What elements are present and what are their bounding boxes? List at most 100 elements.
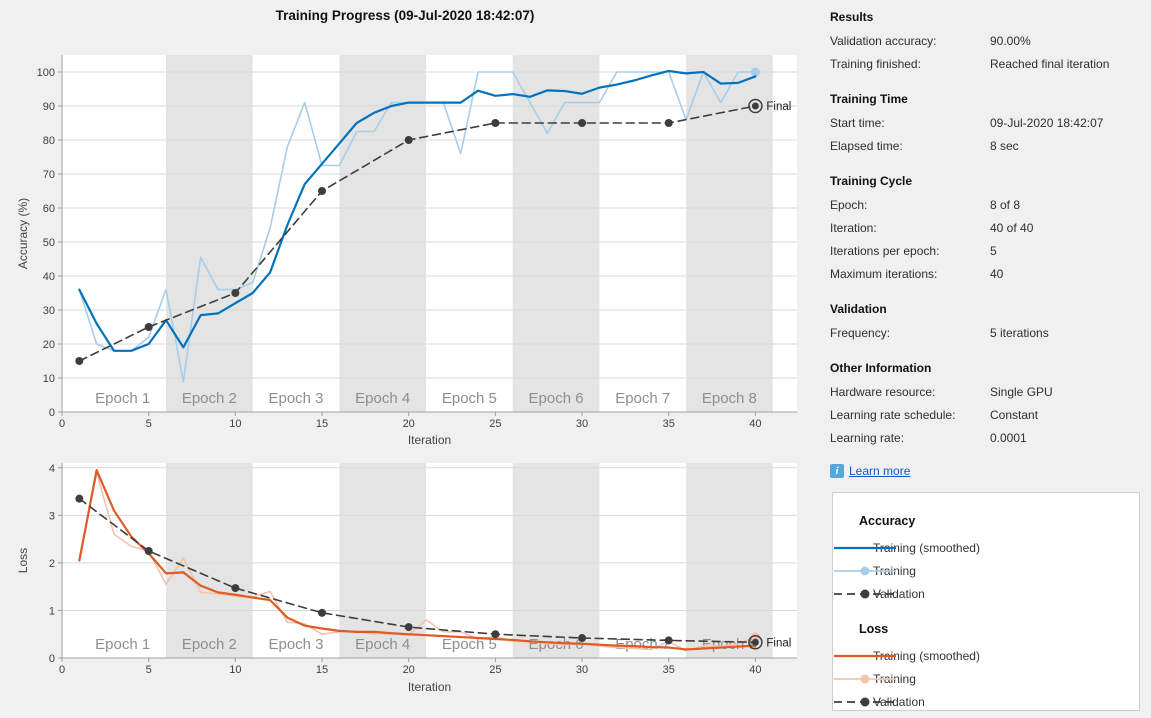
row-label: Validation accuracy: (830, 34, 937, 48)
validation-marker (144, 323, 153, 331)
dashed-line-swatch-icon (834, 697, 896, 706)
x-tick-label: 10 (229, 418, 241, 430)
dashed-line-swatch-icon (834, 589, 896, 598)
section-title-training-time: Training Time (830, 92, 908, 106)
y-tick-label: 2 (49, 558, 55, 570)
row-training-finished: Training finished: Reached final iterati… (830, 53, 1145, 76)
section-title-training-cycle: Training Cycle (830, 174, 913, 188)
legend-panel: Accuracy Training (smoothed) Training Va… (832, 492, 1140, 711)
training-end-marker (750, 632, 760, 642)
legend-group-loss: Loss Training (smoothed) Training Valida… (834, 619, 1139, 713)
validation-marker (404, 136, 413, 144)
validation-marker (664, 119, 673, 127)
row-value: 5 iterations (990, 326, 1049, 340)
final-marker (751, 102, 759, 110)
learn-more-row: i Learn more (830, 462, 1145, 480)
row-frequency: Frequency: 5 iterations (830, 322, 1145, 345)
legend-group-accuracy: Accuracy Training (smoothed) Training Va… (834, 511, 1139, 605)
validation-marker (144, 546, 153, 555)
gridlines (62, 467, 797, 611)
x-tick-label: 20 (403, 664, 415, 676)
row-value: 8 sec (990, 139, 1019, 153)
row-label: Maximum iterations: (830, 267, 938, 281)
row-label: Iteration: (830, 221, 877, 235)
legend-item-accuracy-training-smoothed: Training (smoothed) (834, 536, 1139, 559)
x-tick-label: 30 (576, 664, 588, 676)
epoch-labels: Epoch 1 Epoch 2 Epoch 3 Epoch 4 Epoch 5 Epoch… (95, 390, 757, 407)
row-value: 09-Jul-2020 18:42:07 (990, 116, 1104, 130)
page-title: Training Progress (09-Jul-2020 18:42:07) (275, 8, 535, 23)
validation-marker (491, 119, 500, 127)
solid-line-swatch-icon (834, 654, 896, 657)
epoch-label: Epoch 1 (95, 390, 150, 407)
validation-marker (578, 119, 587, 127)
validation-marker (318, 608, 327, 617)
gridlines (62, 71, 797, 379)
legend-title-accuracy: Accuracy (859, 514, 916, 528)
x-tick-label: 15 (316, 664, 328, 676)
validation-marker (75, 357, 84, 365)
epoch-band (686, 463, 773, 658)
y-tick-label: 80 (43, 135, 55, 147)
y-tick-label: 1 (49, 605, 55, 617)
loss-chart: Epoch 1 Epoch 2 Epoch 3 Epoch 4 Epoch 5 Epoch… (16, 463, 797, 694)
row-iteration: Iteration: 40 of 40 (830, 217, 1145, 240)
epoch-band (686, 55, 773, 412)
row-label: Iterations per epoch: (830, 244, 940, 258)
x-tick-label: 40 (749, 418, 761, 430)
y-axis-label: Loss (16, 548, 30, 573)
x-axis-label: Iteration (408, 680, 451, 694)
y-tick-label: 100 (37, 67, 55, 79)
row-label: Epoch: (830, 198, 868, 212)
info-icon: i (830, 464, 844, 478)
epoch-label: Epoch 5 (442, 636, 497, 653)
epoch-band (166, 55, 253, 412)
learn-more-link[interactable]: Learn more (849, 464, 911, 478)
row-label: Start time: (830, 116, 885, 130)
epoch-label: Epoch 5 (442, 390, 497, 407)
row-elapsed-time: Elapsed time: 8 sec (830, 135, 1145, 158)
final-ring-marker (748, 98, 763, 114)
y-tick-label: 4 (49, 463, 55, 475)
x-tick-label: 5 (146, 664, 152, 676)
epoch-band (339, 463, 427, 658)
row-validation-accuracy: Validation accuracy: 90.00% (830, 30, 1145, 53)
epoch-label: Epoch 1 (95, 636, 150, 653)
validation-marker (318, 187, 327, 195)
row-value: 40 (990, 267, 1004, 281)
y-tick-label: 50 (43, 237, 55, 249)
x-tick-label: 5 (146, 418, 152, 430)
legend-title-loss: Loss (859, 622, 889, 636)
training-end-marker (750, 67, 760, 77)
y-tick-label: 30 (43, 305, 55, 317)
row-value: 90.00% (990, 34, 1031, 48)
row-maximum-iterations: Maximum iterations: 40 (830, 263, 1145, 286)
section-title-validation: Validation (830, 302, 887, 316)
x-tick-label: 0 (59, 418, 65, 430)
final-marker (751, 638, 759, 646)
row-value: Single GPU (990, 385, 1053, 399)
epoch-label: Epoch 8 (702, 390, 757, 407)
y-tick-label: 0 (49, 653, 55, 665)
x-tick-label: 0 (59, 664, 65, 676)
x-axis-label: Iteration (408, 433, 451, 447)
epoch-label: Epoch 7 (615, 390, 670, 407)
x-tick-label: 30 (576, 418, 588, 430)
y-tick-label: 3 (49, 510, 55, 522)
y-tick-label: 60 (43, 203, 55, 215)
row-label: Learning rate: (830, 431, 905, 445)
axis-ticks: 0 5 10 15 20 25 30 35 40 0 10 20 30 40 50 60 70 80 90 100 (37, 67, 762, 430)
epoch-label: Epoch 3 (268, 636, 323, 653)
x-tick-label: 35 (663, 664, 675, 676)
validation-marker (578, 634, 587, 643)
axes (61, 55, 797, 413)
row-value: 8 of 8 (990, 198, 1021, 212)
legend-item-loss-training: Training (834, 667, 1139, 690)
epoch-label: Epoch 4 (355, 636, 410, 653)
validation-marker (231, 289, 240, 297)
epoch-label: Epoch 3 (268, 390, 323, 407)
section-title-results: Results (830, 10, 874, 24)
marker-line-swatch-icon (834, 566, 896, 575)
x-tick-label: 10 (229, 664, 241, 676)
y-tick-label: 70 (43, 169, 55, 181)
